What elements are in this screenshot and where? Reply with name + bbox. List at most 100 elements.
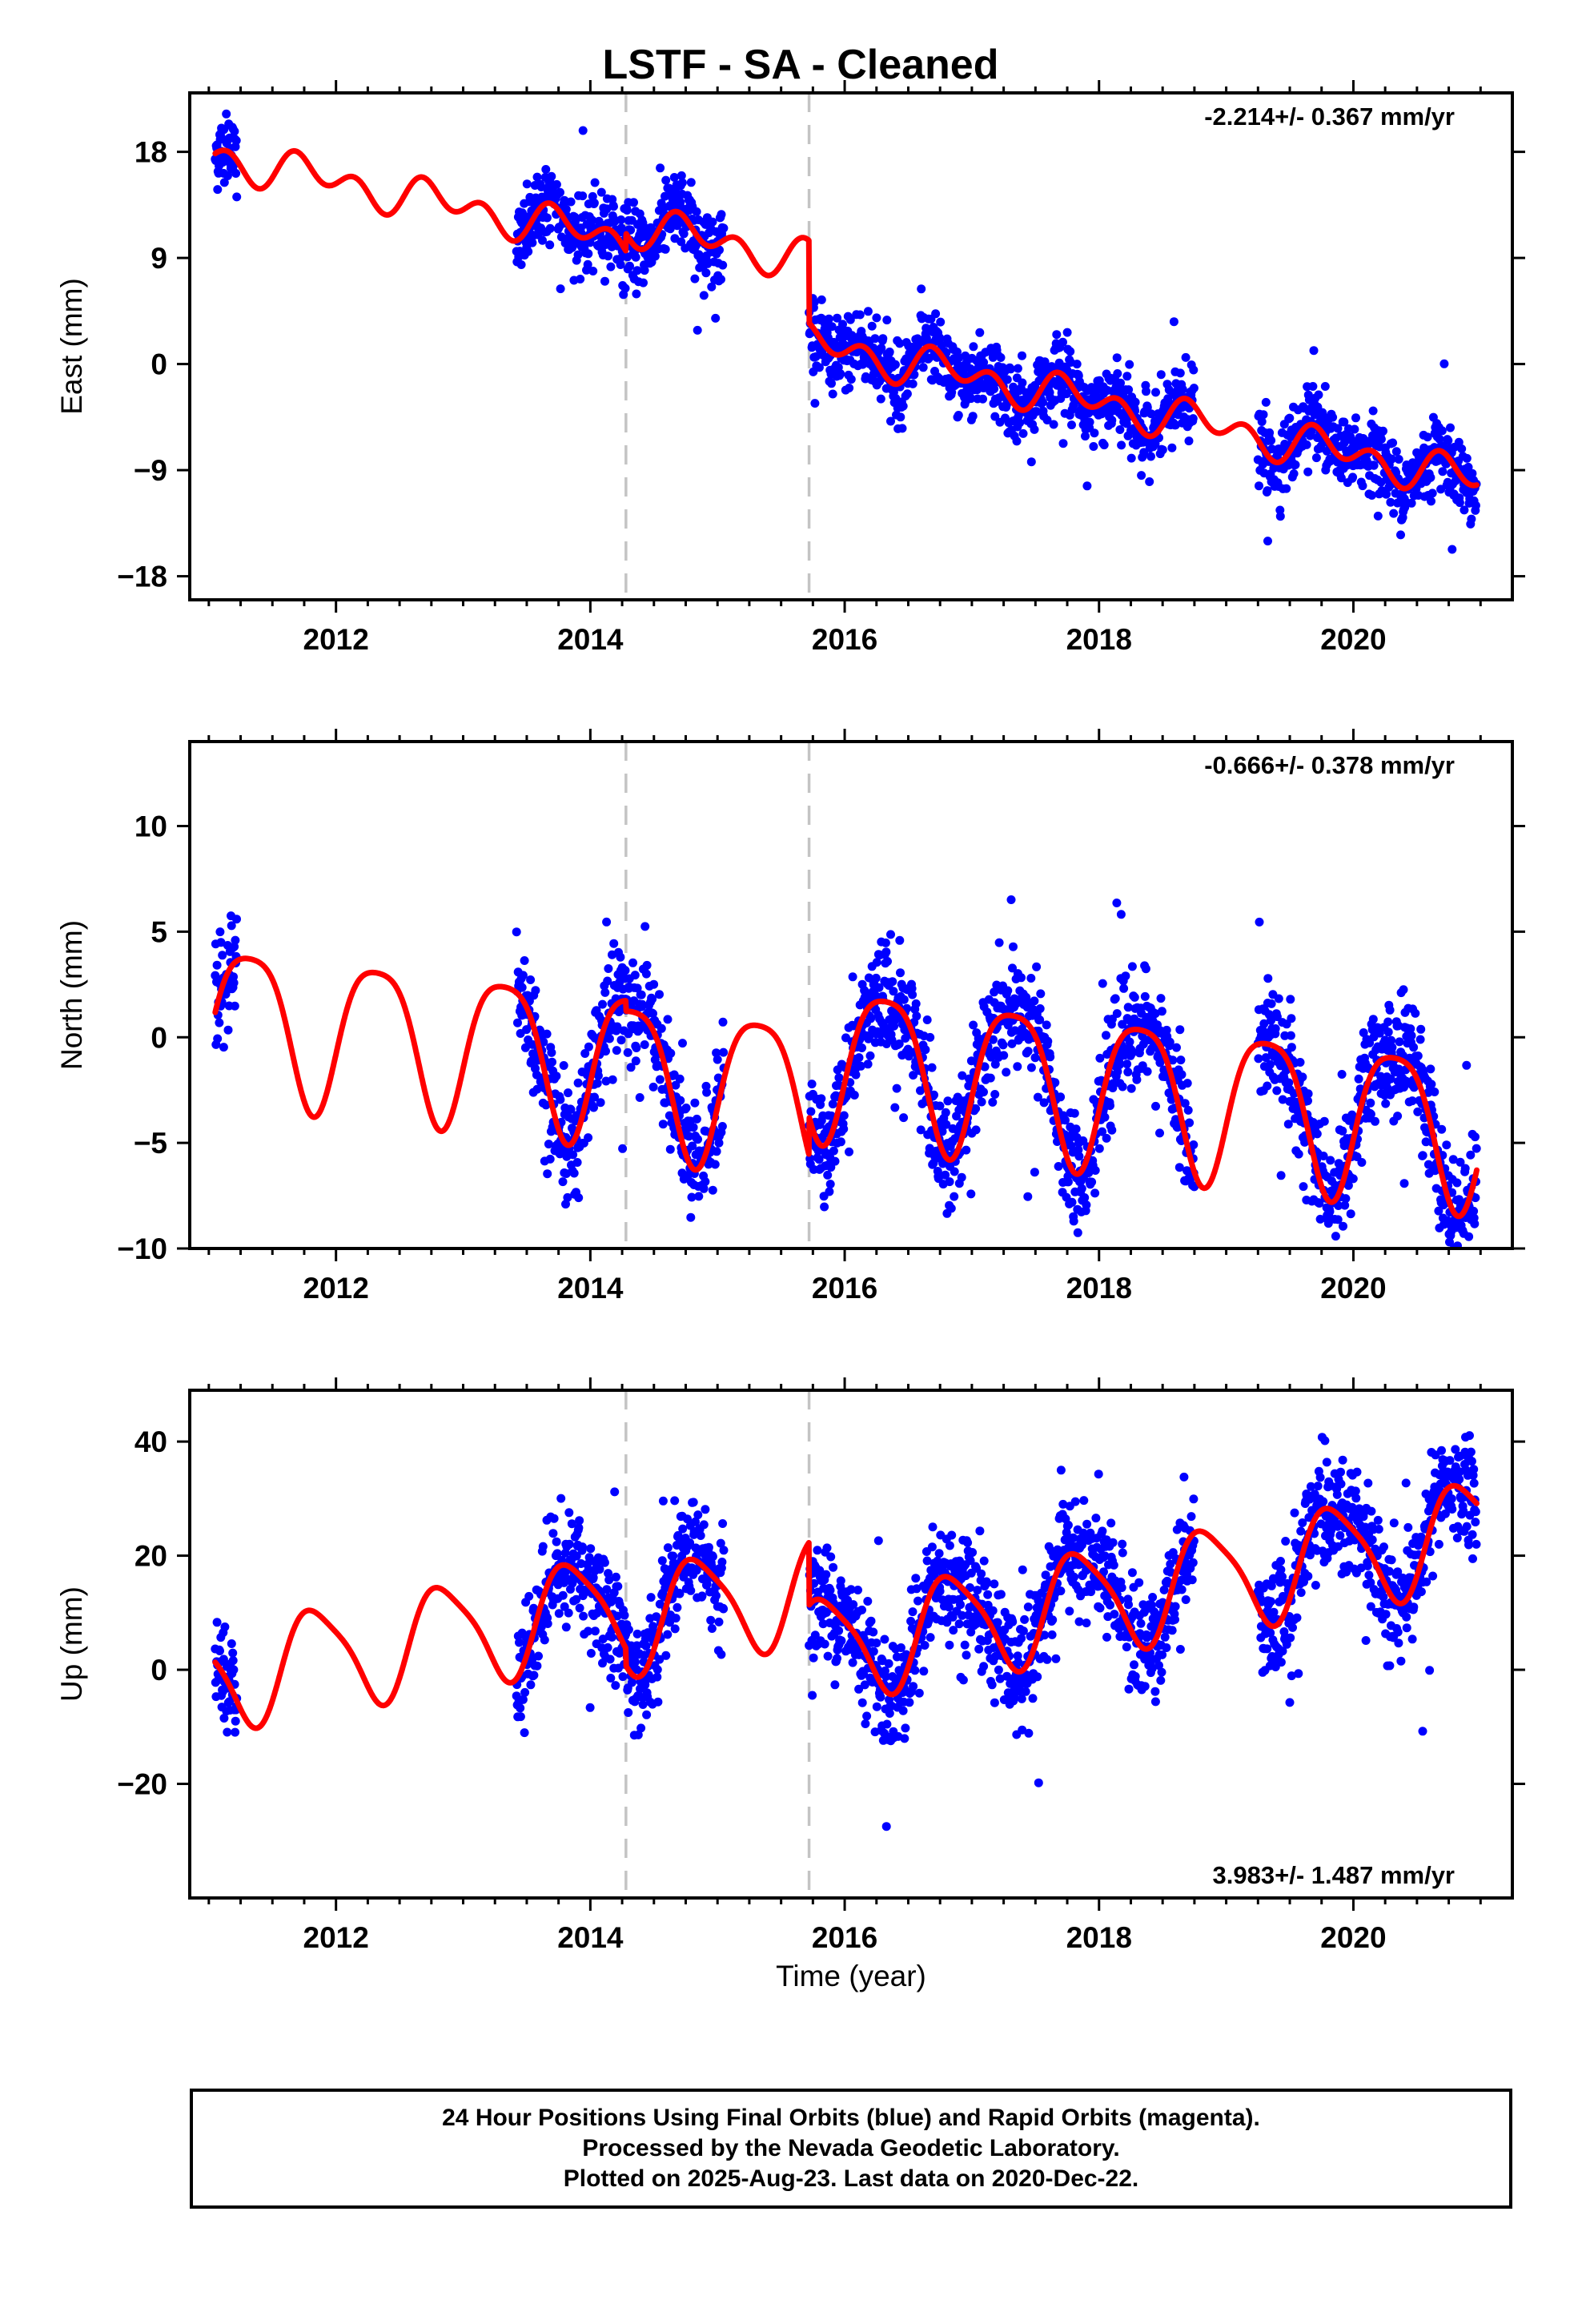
data-point (1423, 432, 1432, 442)
data-point (572, 1158, 582, 1167)
data-point (1337, 1070, 1347, 1079)
data-point (520, 956, 529, 965)
data-point (872, 1638, 881, 1648)
data-point (1047, 1630, 1057, 1639)
data-point (513, 1018, 522, 1027)
data-point (1106, 1101, 1114, 1111)
data-point (950, 1192, 959, 1201)
data-point (1077, 1184, 1086, 1193)
data-point (863, 307, 873, 316)
data-point (646, 1593, 656, 1602)
data-point (717, 1122, 727, 1131)
data-point (542, 213, 552, 223)
data-point (806, 1107, 816, 1116)
data-point (1063, 1520, 1073, 1530)
data-point (590, 1092, 599, 1102)
data-point (914, 1688, 924, 1698)
data-point (1125, 360, 1134, 369)
data-point (1285, 413, 1295, 423)
data-point (901, 1034, 910, 1043)
data-point (996, 1590, 1006, 1599)
data-point (532, 1084, 542, 1094)
data-point (894, 1039, 904, 1048)
data-point (1030, 996, 1039, 1006)
data-point (883, 957, 892, 966)
data-point (836, 1137, 845, 1147)
data-point (935, 333, 945, 343)
data-point (616, 1035, 626, 1045)
data-point (821, 1570, 831, 1579)
data-point (1013, 364, 1022, 373)
data-point (1042, 416, 1052, 424)
data-point (1080, 1193, 1090, 1202)
data-point (935, 1101, 945, 1111)
data-point (616, 952, 625, 962)
data-point (678, 1039, 687, 1048)
data-point (853, 1586, 862, 1594)
data-point (986, 1052, 996, 1062)
data-point (1383, 1027, 1393, 1037)
data-point (1110, 994, 1120, 1003)
data-point (1338, 1126, 1347, 1136)
data-point (212, 960, 222, 970)
data-point (988, 1035, 998, 1044)
data-point (1265, 1059, 1275, 1069)
data-point (1112, 899, 1122, 907)
data-point (575, 1516, 584, 1526)
data-point (552, 1537, 561, 1546)
data-point (947, 1530, 957, 1540)
data-point (1263, 537, 1272, 546)
data-point (578, 126, 588, 135)
data-point (717, 210, 726, 219)
data-point (687, 1192, 697, 1202)
data-point (1267, 436, 1276, 445)
data-point (1182, 1079, 1192, 1088)
data-point (631, 1657, 640, 1667)
data-point (834, 1073, 844, 1083)
data-point (583, 259, 592, 269)
data-point (712, 1147, 721, 1156)
data-point (1371, 1116, 1379, 1126)
data-point (1013, 1062, 1022, 1072)
data-point (715, 245, 724, 255)
data-point (692, 207, 701, 216)
data-point (632, 289, 641, 299)
data-point (909, 1682, 918, 1691)
data-point (538, 235, 547, 245)
data-point (693, 1510, 703, 1520)
data-point (979, 358, 989, 367)
data-point (1399, 1179, 1409, 1188)
data-point (1257, 417, 1267, 426)
data-point (1021, 1687, 1030, 1696)
data-point (1051, 1654, 1061, 1663)
data-point (1142, 387, 1150, 396)
data-point (880, 1634, 889, 1644)
data-point (1282, 484, 1291, 493)
data-point (845, 315, 855, 324)
data-point (1312, 1129, 1322, 1139)
data-point (223, 171, 232, 180)
data-point (1156, 994, 1166, 1003)
data-point (941, 1170, 950, 1180)
data-point (1107, 416, 1117, 425)
data-point (1354, 1074, 1363, 1084)
data-point (1466, 1150, 1476, 1160)
data-point (1102, 1133, 1111, 1143)
data-point (1387, 454, 1396, 464)
data-point (1118, 1082, 1127, 1092)
x-tick-label: 2014 (557, 623, 624, 656)
data-point (1067, 420, 1076, 430)
data-point (1125, 1037, 1134, 1047)
data-point (556, 187, 564, 197)
data-point (213, 185, 223, 195)
data-point (661, 175, 671, 185)
data-point (638, 1700, 648, 1709)
data-point (1358, 481, 1367, 491)
data-point (612, 1046, 621, 1055)
data-point (1366, 1098, 1375, 1108)
data-point (529, 1671, 539, 1680)
data-point (1265, 428, 1275, 437)
data-point (708, 1185, 717, 1195)
data-point (1274, 994, 1283, 1003)
data-point (1141, 964, 1150, 974)
